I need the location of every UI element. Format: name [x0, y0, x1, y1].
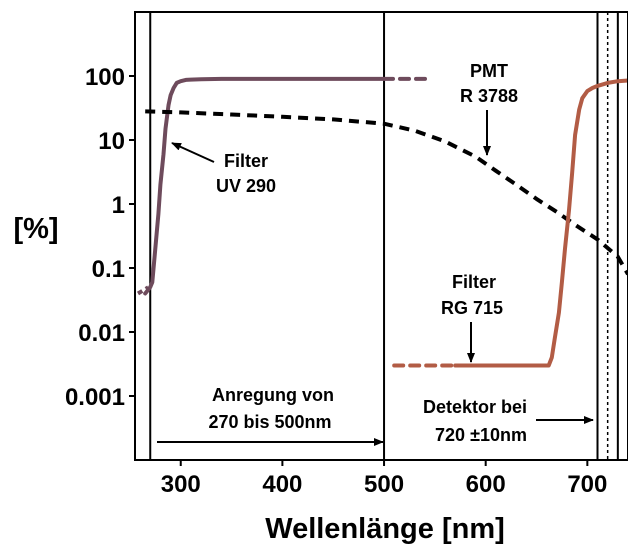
y-tick-label-3: 1 [112, 192, 125, 219]
arrow-filter-uv [171, 142, 215, 163]
axis-ticks: 300 400 500 600 700 0.001 0.01 0.1 1 10 100 [65, 64, 607, 498]
annotation-detektor-line2: 720 ±10nm [435, 425, 527, 445]
annotation-pmt: PMT R 3788 [460, 61, 518, 156]
x-tick-label-700: 700 [567, 471, 607, 498]
x-tick-label-500: 500 [364, 471, 404, 498]
annotation-pmt-line1: PMT [470, 61, 508, 81]
x-axis-label: Wellenlänge [nm] [265, 513, 505, 545]
y-axis-label: [%] [13, 213, 58, 245]
series-uv290-line [143, 76, 386, 296]
annotation-filter-uv-line1: Filter [224, 151, 268, 171]
annotation-detektor-line1: Detektor bei [423, 397, 527, 417]
annotation-filter-rg: Filter RG 715 [441, 272, 503, 363]
annotation-pmt-line2: R 3788 [460, 86, 518, 106]
plot-frame [134, 11, 628, 461]
series-uv290-dotted-start [136, 285, 150, 296]
series-pmt-line [145, 109, 628, 276]
y-tick-label-4: 10 [98, 128, 125, 155]
series-layer [136, 76, 628, 368]
x-tick-label-600: 600 [466, 471, 506, 498]
x-tick-label-400: 400 [262, 471, 302, 498]
y-tick-label-0: 0.001 [65, 384, 125, 411]
y-tick-label-1: 0.01 [78, 320, 125, 347]
y-tick-label-2: 0.1 [92, 256, 125, 283]
annotation-filter-uv-line2: UV 290 [216, 176, 276, 196]
annotation-filter-rg-line1: Filter [452, 272, 496, 292]
annotation-anregung-line1: Anregung von [212, 385, 334, 405]
annotation-detektor: Detektor bei 720 ±10nm [423, 397, 594, 445]
y-tick-label-5: 100 [85, 64, 125, 91]
series-rg715-line [453, 78, 628, 368]
annotation-filter-rg-line2: RG 715 [441, 298, 503, 318]
annotation-anregung-line2: 270 bis 500nm [208, 412, 331, 432]
annotation-filter-uv: Filter UV 290 [171, 142, 276, 196]
x-tick-label-300: 300 [161, 471, 201, 498]
annotation-anregung: Anregung von 270 bis 500nm [157, 385, 384, 446]
